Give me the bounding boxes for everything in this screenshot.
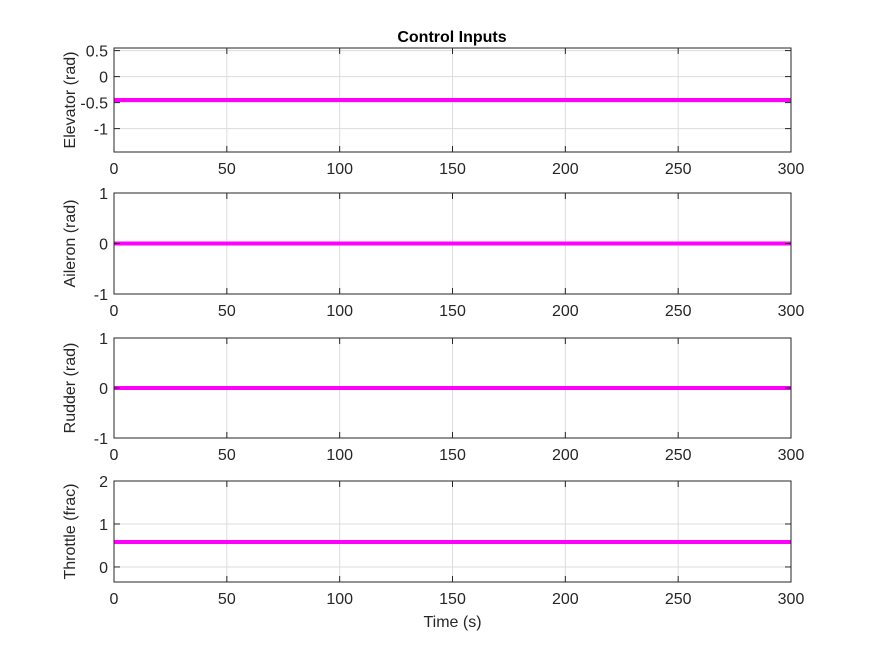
x-tick-label: 150 [439,303,466,320]
y-tick-label: 0 [99,381,108,398]
x-tick-label: 200 [552,447,579,464]
x-tick-label: 300 [778,591,805,608]
x-tick-label: 300 [778,303,805,320]
y-tick-label: -1 [94,287,108,304]
figure-title: Control Inputs [397,29,506,46]
x-tick-label: 100 [326,591,353,608]
x-tick-label: 100 [326,447,353,464]
y-tick-label: 1 [99,186,108,203]
subplot-4: 0 50 100 150 200 250 300 2 1 0 Throttle (frac) Time… [62,474,804,631]
x-tick-label: 200 [552,591,579,608]
x-tick-label: 150 [439,161,466,178]
x-tick-label: 250 [665,591,692,608]
x-tick-label: 250 [665,447,692,464]
x-tick-label: 150 [439,591,466,608]
x-tick-label: 50 [218,161,236,178]
x-tick-label: 50 [218,303,236,320]
y-tick-label: -0.5 [80,96,108,113]
y-tick-label: 0 [99,560,108,577]
x-tick-label: 50 [218,447,236,464]
x-tick-label: 100 [326,303,353,320]
x-axis-label: Time (s) [423,614,481,631]
y-axis-label: Throttle (frac) [62,483,79,579]
x-tick-label: 200 [552,161,579,178]
x-tick-label: 0 [110,447,119,464]
x-tick-label: 200 [552,303,579,320]
y-tick-label: 0 [99,70,108,87]
x-tick-label: 0 [110,303,119,320]
x-tick-label: 0 [110,161,119,178]
y-tick-label: -1 [94,431,108,448]
x-tick-label: 250 [665,161,692,178]
y-axis-label: Elevator (rad) [62,52,79,149]
y-tick-label: 2 [99,474,108,491]
subplot-1: 0 50 100 150 200 250 300 0.5 0 -0.5 -1 Elevator (ra… [62,44,804,178]
x-tick-label: 100 [326,161,353,178]
y-axis-label: Rudder (rad) [62,343,79,434]
y-tick-label: 0 [99,237,108,254]
y-tick-label: -1 [94,122,108,139]
y-tick-label: 0.5 [86,44,108,61]
y-axis-label: Aileron (rad) [62,199,79,287]
y-tick-label: 1 [99,517,108,534]
x-tick-label: 0 [110,591,119,608]
x-tick-label: 250 [665,303,692,320]
x-tick-label: 150 [439,447,466,464]
x-tick-label: 300 [778,161,805,178]
x-tick-label: 300 [778,447,805,464]
x-tick-label: 50 [218,591,236,608]
y-tick-label: 1 [99,331,108,348]
